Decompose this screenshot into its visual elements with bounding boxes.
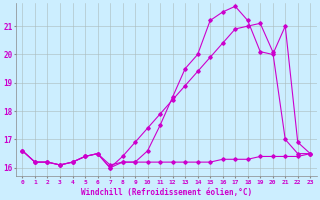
X-axis label: Windchill (Refroidissement éolien,°C): Windchill (Refroidissement éolien,°C): [81, 188, 252, 197]
